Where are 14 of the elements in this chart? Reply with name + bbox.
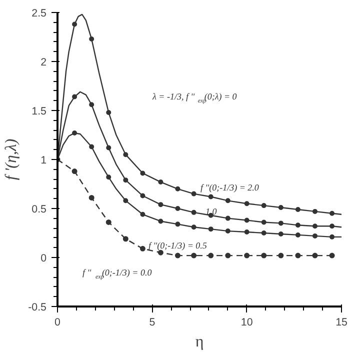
x-tick-label: 5 (149, 316, 156, 328)
y-tick-label: 1.5 (32, 106, 47, 118)
y-tick-label: 2.5 (32, 8, 47, 20)
y-tick-label: 2 (40, 56, 47, 68)
y-tick-label: 0 (40, 252, 47, 264)
x-axis-title: η (195, 334, 204, 350)
x-tick-label: 15 (336, 316, 348, 328)
x-tick-label: 10 (240, 316, 253, 328)
annotation: f ''(0;-1/3) = 2.0 (200, 182, 260, 192)
x-tick-label: 0 (54, 316, 61, 328)
y-tick-label: -0.5 (28, 302, 47, 314)
y-axis-title: f '(η,λ) (3, 138, 20, 180)
y-tick-label: 1 (40, 154, 47, 166)
y-tick-label: 0.5 (32, 204, 47, 216)
